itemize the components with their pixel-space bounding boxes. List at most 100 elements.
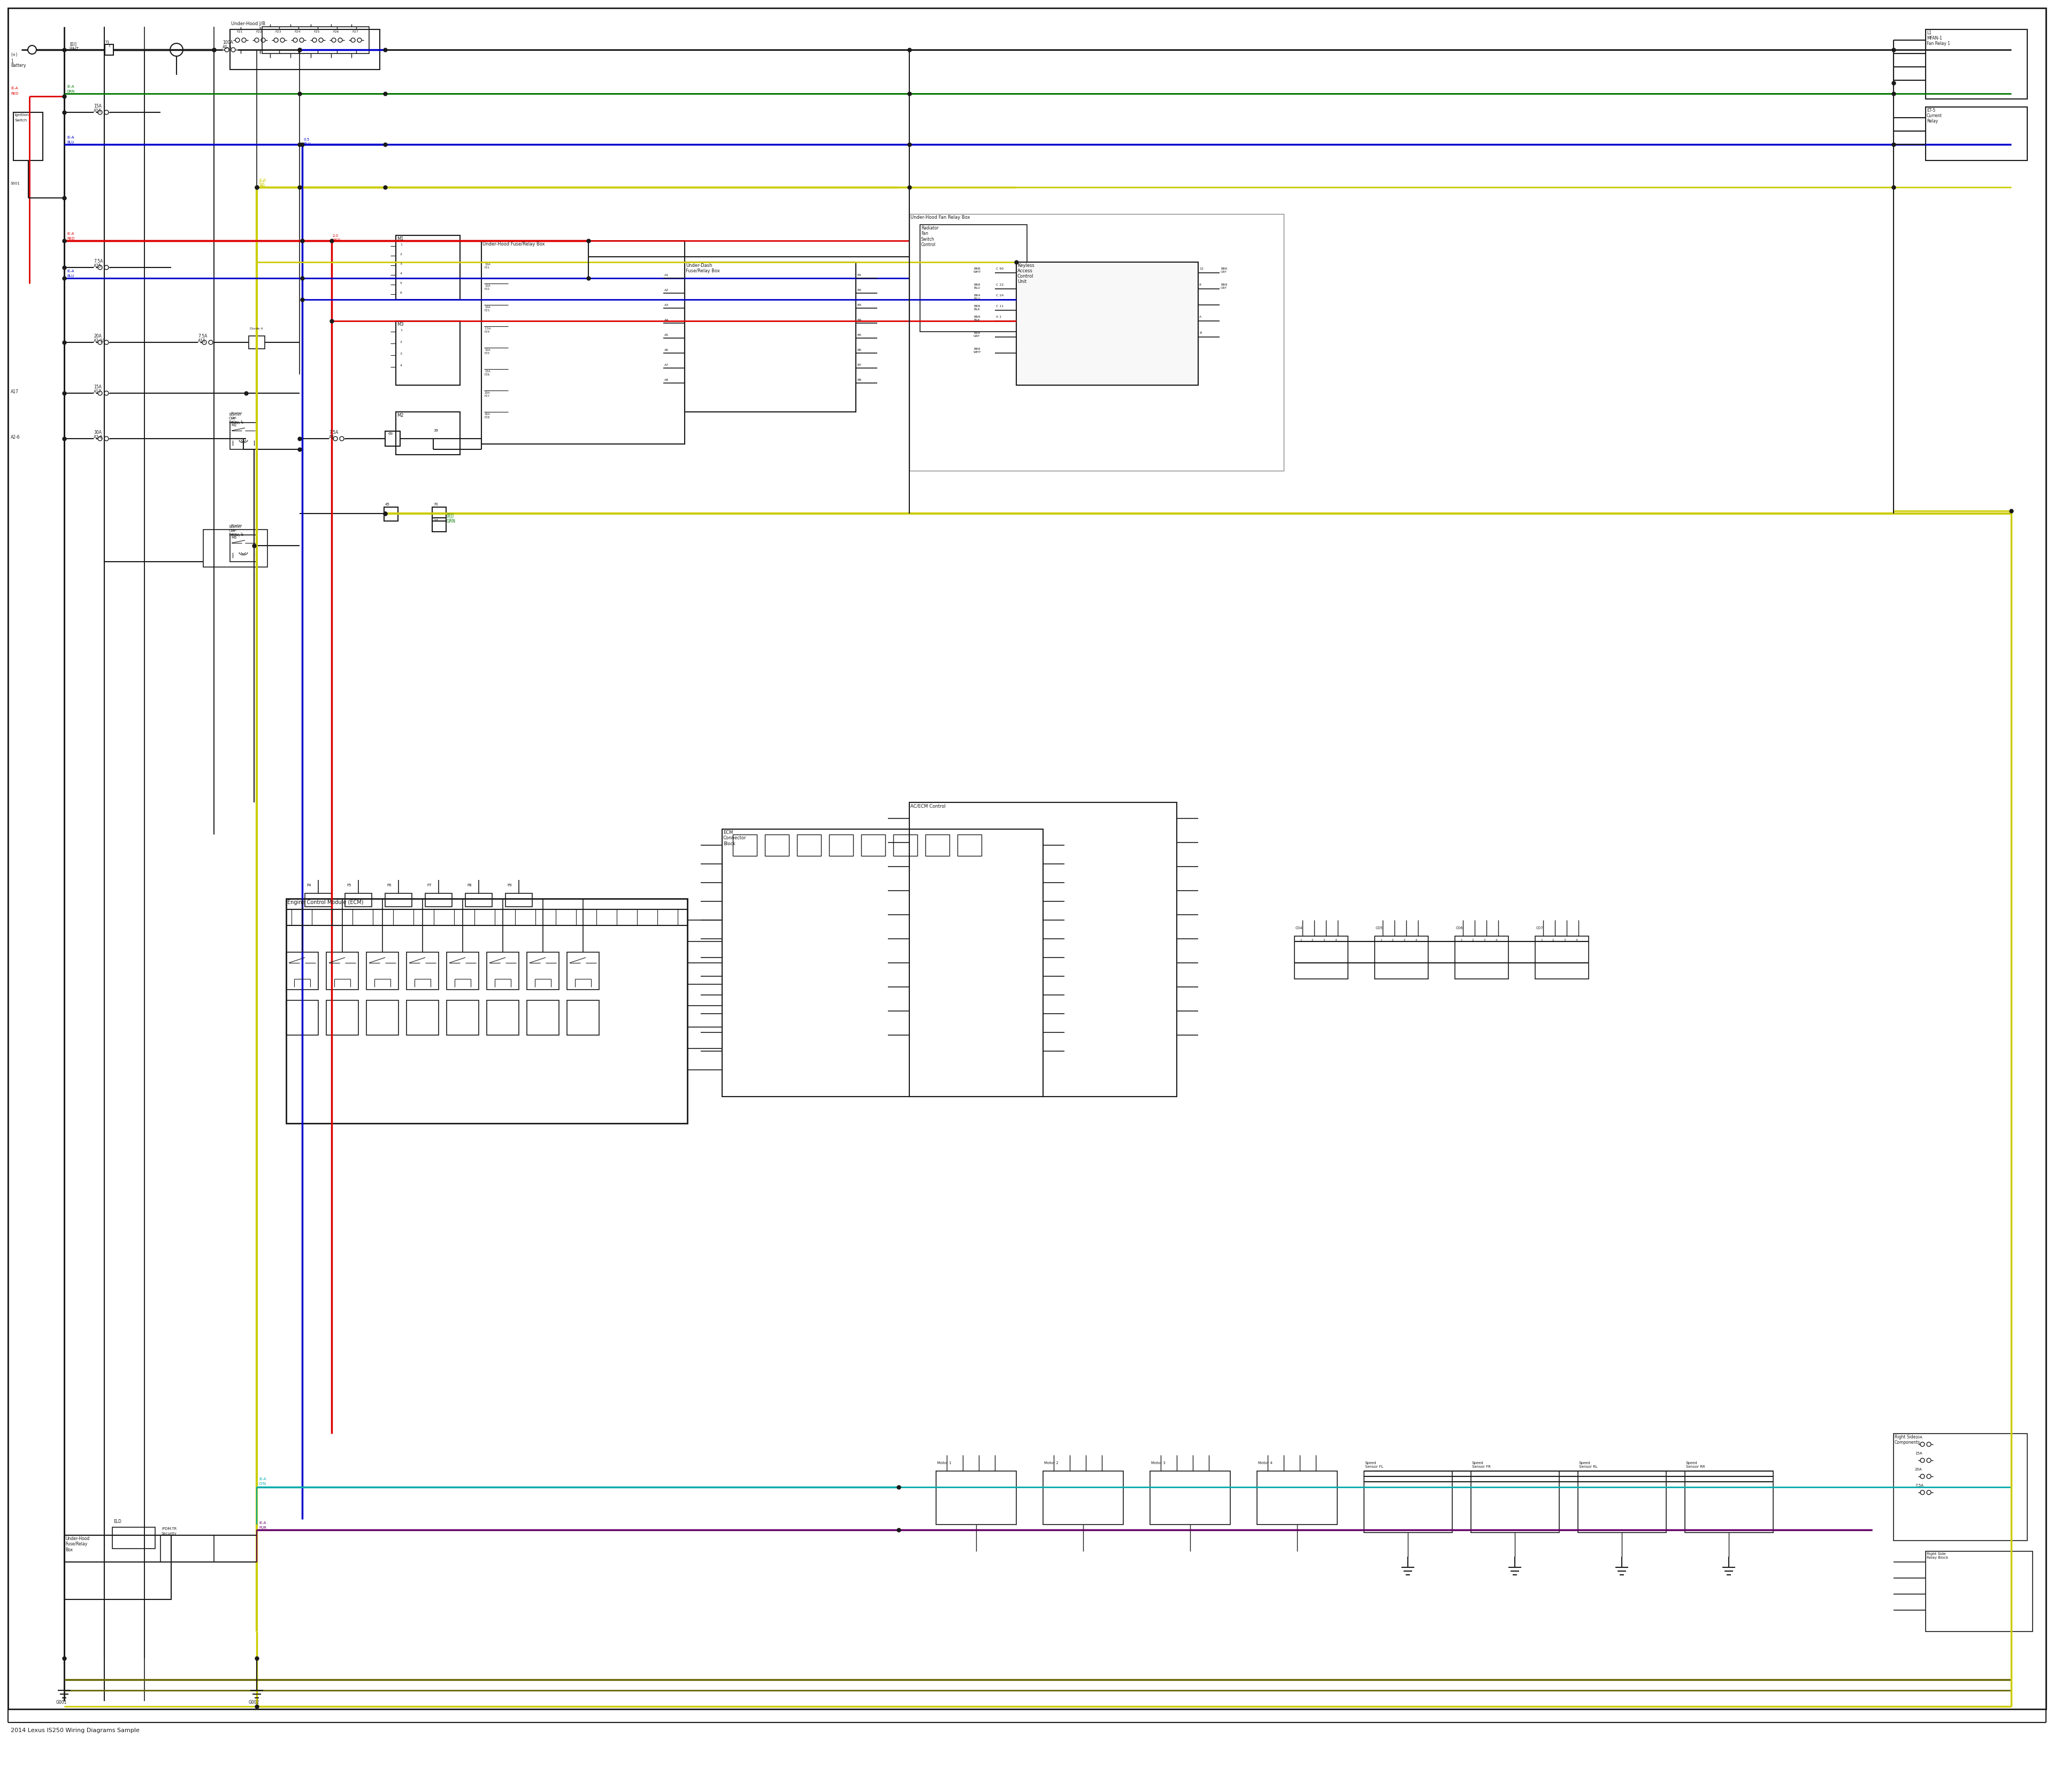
Bar: [230, 536, 257, 561]
Text: B7: B7: [857, 364, 861, 366]
Text: S001: S001: [10, 181, 21, 185]
Text: M2: M2: [230, 423, 236, 426]
Text: 15A
F26: 15A F26: [485, 371, 491, 376]
Text: YEL: YEL: [259, 185, 265, 188]
Text: 20A
F27: 20A F27: [485, 392, 491, 398]
Text: 14: 14: [433, 520, 438, 521]
Text: IE-B: IE-B: [259, 179, 267, 181]
Text: RED: RED: [10, 91, 18, 95]
Text: C 22: C 22: [996, 283, 1004, 287]
Bar: [830, 835, 852, 857]
Bar: [733, 835, 756, 857]
Text: 1: 1: [401, 330, 403, 332]
Text: [EJ]: [EJ]: [446, 514, 454, 518]
Text: A3: A3: [663, 305, 670, 306]
Text: 0.5: 0.5: [259, 181, 265, 185]
Bar: [1454, 935, 1508, 978]
Text: 8: 8: [1200, 283, 1202, 287]
Text: Under-Hood Fan Relay Box: Under-Hood Fan Relay Box: [910, 215, 969, 220]
Text: Cut: Cut: [230, 418, 236, 419]
Bar: [1150, 1471, 1230, 1525]
Bar: [1017, 262, 1197, 385]
Bar: [230, 29, 380, 70]
Text: G002: G002: [249, 1701, 259, 1704]
Bar: [926, 835, 949, 857]
Text: 20A: 20A: [1914, 1468, 1923, 1471]
Text: A11: A11: [197, 339, 205, 344]
Text: 10A
F23: 10A F23: [485, 306, 491, 312]
Text: Under-Dash: Under-Dash: [686, 263, 713, 269]
Text: M6: M6: [230, 536, 236, 539]
Text: BR8
BLU: BR8 BLU: [974, 283, 980, 289]
Bar: [407, 952, 440, 989]
Text: 15A: 15A: [94, 104, 101, 109]
Text: Starter: Starter: [230, 525, 242, 527]
Bar: [327, 1000, 357, 1036]
Bar: [893, 835, 918, 857]
Text: 30A: 30A: [94, 430, 101, 435]
Bar: [910, 213, 1284, 471]
Text: 30A
F28: 30A F28: [485, 412, 491, 419]
Text: BR4
BLU: BR4 BLU: [974, 294, 980, 299]
Bar: [64, 1536, 170, 1600]
Bar: [249, 335, 265, 349]
Bar: [1374, 935, 1428, 978]
Text: L1: L1: [1927, 30, 1931, 36]
Bar: [920, 224, 1027, 332]
Bar: [957, 835, 982, 857]
Bar: [396, 412, 460, 455]
Text: 1: 1: [109, 45, 111, 47]
Bar: [286, 952, 318, 989]
Bar: [431, 507, 446, 521]
Text: 7.5A: 7.5A: [197, 333, 207, 339]
Bar: [396, 235, 460, 299]
Text: Right Side
Relay Block: Right Side Relay Block: [1927, 1552, 1949, 1559]
Text: Cut: Cut: [230, 529, 236, 532]
Text: 10A
F25: 10A F25: [485, 349, 491, 355]
Text: C 11: C 11: [996, 305, 1004, 308]
Text: BLU: BLU: [68, 274, 74, 278]
Bar: [910, 803, 1177, 1097]
Text: 4: 4: [401, 364, 403, 367]
Bar: [1577, 1471, 1666, 1532]
Text: 2.0: 2.0: [333, 235, 339, 238]
Text: T1: T1: [105, 41, 109, 43]
Text: BR8
CRY: BR8 CRY: [1220, 283, 1226, 289]
Text: 4: 4: [401, 272, 403, 274]
Text: 10A: 10A: [1914, 1435, 1923, 1439]
Bar: [386, 894, 413, 907]
Text: Starter
Cut
Relay 1: Starter Cut Relay 1: [228, 412, 242, 423]
Text: WHT: WHT: [70, 47, 80, 52]
Text: RED: RED: [68, 237, 74, 240]
Text: A17: A17: [10, 389, 18, 394]
Bar: [203, 530, 267, 566]
Bar: [286, 898, 688, 1124]
Text: A6: A6: [663, 349, 670, 351]
Text: F25: F25: [314, 30, 320, 34]
Bar: [861, 835, 885, 857]
Text: ELD: ELD: [113, 1520, 121, 1523]
Text: Radiator
Fan
Switch
Control: Radiator Fan Switch Control: [920, 226, 939, 247]
Bar: [384, 507, 398, 521]
Bar: [1043, 1471, 1124, 1525]
Bar: [937, 1471, 1017, 1525]
Text: A 1: A 1: [996, 315, 1002, 319]
Text: A1-5: A1-5: [222, 45, 232, 50]
Text: IPDM-TR: IPDM-TR: [162, 1527, 177, 1530]
Text: Relay 1: Relay 1: [230, 421, 244, 425]
Bar: [528, 1000, 559, 1036]
Text: Motor 4: Motor 4: [1257, 1462, 1271, 1464]
Bar: [431, 518, 446, 532]
Bar: [386, 432, 401, 446]
Text: Motor 2: Motor 2: [1043, 1462, 1058, 1464]
Text: A7: A7: [663, 364, 670, 366]
Text: [EI]: [EI]: [70, 41, 76, 47]
Bar: [14, 113, 43, 161]
Text: IE-A: IE-A: [10, 86, 18, 90]
Bar: [113, 1527, 156, 1548]
Text: Access: Access: [1017, 269, 1033, 274]
Text: C 24: C 24: [996, 294, 1004, 297]
Text: C07: C07: [1536, 926, 1543, 930]
Text: F22: F22: [255, 30, 263, 34]
Text: M1: M1: [396, 237, 403, 242]
